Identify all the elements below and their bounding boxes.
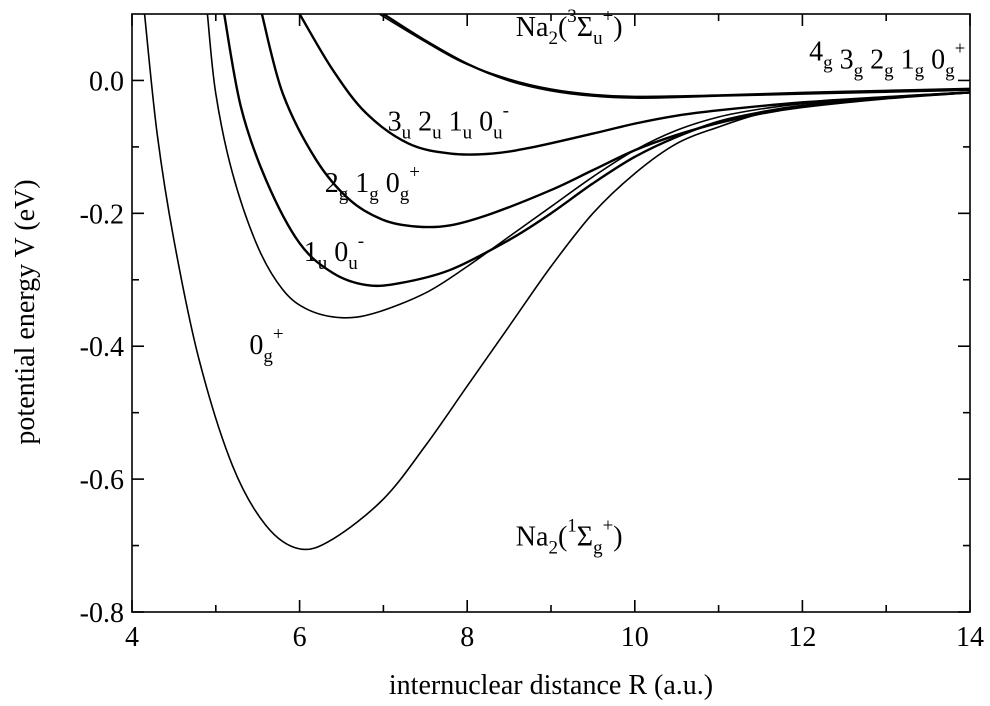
x-tick-label: 12 bbox=[788, 622, 816, 653]
curve-2 bbox=[222, 14, 970, 288]
curves bbox=[143, 14, 970, 551]
label-0g: 0g+ bbox=[249, 324, 283, 367]
plot-frame bbox=[131, 13, 971, 613]
label-na2-triplet: Na2(3Σu+) bbox=[516, 6, 623, 49]
y-tick-label: -0.6 bbox=[80, 465, 124, 496]
label-3u-set: 3u 2u 1u 0u- bbox=[388, 100, 509, 143]
label-na2-singlet: Na2(1Σg+) bbox=[516, 516, 623, 559]
label-2g-set: 2g 1g 0g+ bbox=[325, 162, 420, 205]
y-axis-title: potential energy V (eV) bbox=[10, 179, 41, 444]
x-axis-title: internuclear distance R (a.u.) bbox=[389, 670, 713, 701]
label-4g-set: 4g 3g 2g 1g 0g+ bbox=[809, 37, 965, 82]
x-tick-label: 14 bbox=[956, 622, 984, 653]
curve-labels: Na2(3Σu+) 4g 3g 2g 1g 0g+ 3u 2u 1u 0u- 2g 1… bbox=[249, 6, 965, 559]
curve-0 bbox=[143, 14, 970, 551]
x-tick-label: 8 bbox=[460, 622, 474, 653]
y-tick-label: -0.2 bbox=[80, 199, 124, 230]
x-tick-label: 10 bbox=[621, 622, 649, 653]
curve-4 bbox=[298, 14, 970, 156]
curve-6 bbox=[378, 14, 970, 98]
y-tick-label: -0.4 bbox=[80, 332, 124, 363]
y-tick-label: -0.8 bbox=[80, 598, 124, 629]
x-tick-label: 6 bbox=[293, 622, 307, 653]
x-tick-label: 4 bbox=[125, 622, 139, 653]
axes: 4 6 8 10 12 14 0.0 -0.2 -0.4 -0.6 -0.8 bbox=[80, 13, 984, 653]
y-tick-label: 0.0 bbox=[89, 66, 124, 97]
label-1u-set: 1u 0u- bbox=[304, 231, 364, 274]
curve-3 bbox=[260, 14, 970, 229]
